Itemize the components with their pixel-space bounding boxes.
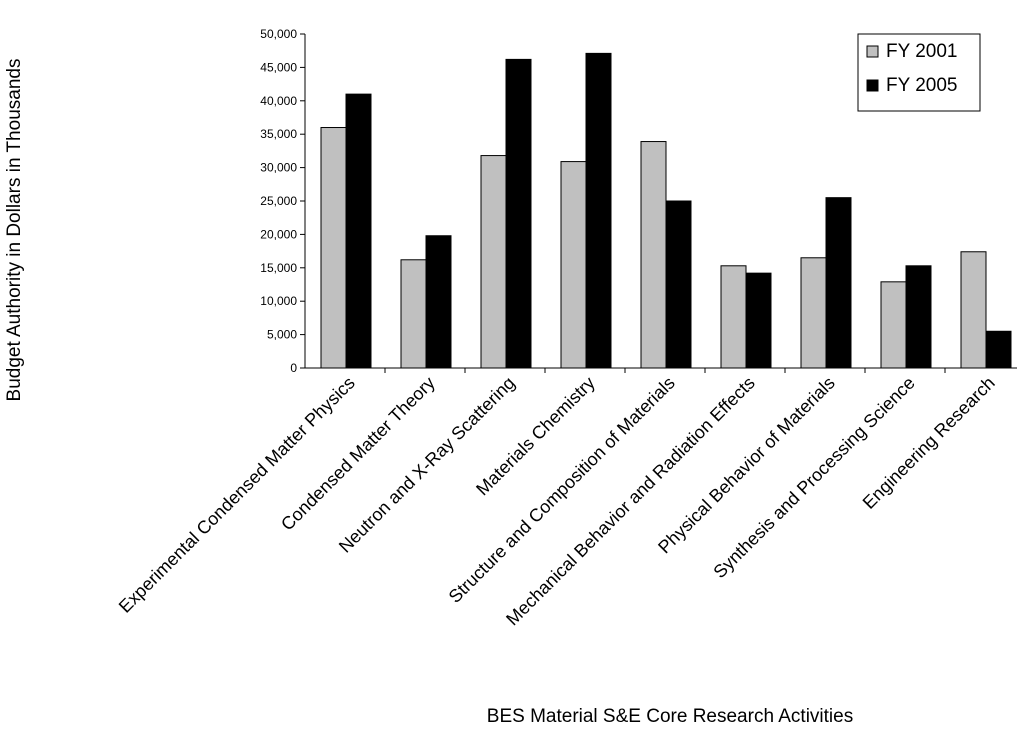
legend-swatch [866,79,879,92]
bar [745,272,772,369]
y-tick-label: 35,000 [260,127,297,141]
bar [560,161,587,369]
x-tick-label: Engineering Research [859,373,999,513]
bar [720,265,747,369]
bar [505,58,532,369]
bar [825,197,852,369]
bar [800,257,827,369]
y-tick-label: 15,000 [260,261,297,275]
bar [985,330,1012,369]
bar [585,52,612,369]
x-tick-label: Neutron and X-Ray Scattering [335,373,519,557]
y-tick-label: 20,000 [260,227,297,241]
y-tick-label: 10,000 [260,294,297,308]
x-tick-label: Condensed Matter Theory [277,373,439,535]
legend-label: FY 2005 [886,75,957,96]
bar [665,200,692,369]
bar [905,265,932,369]
legend: FY 2001 FY 2005 [857,33,981,112]
y-tick-label: 5,000 [267,328,297,342]
y-tick-label: 30,000 [260,161,297,175]
x-axis-title: BES Material S&E Core Research Activitie… [487,706,853,727]
legend-swatch [866,45,879,58]
bar [960,251,987,369]
y-tick-label: 50,000 [260,27,297,41]
y-tick-label: 25,000 [260,194,297,208]
plot-area: 0 5,000 10,000 15,000 20,000 25,000 30,000 35,0… [115,27,1017,629]
bar [480,155,507,369]
bar [345,93,372,369]
legend-label: FY 2001 [886,41,957,62]
y-axis-title: Budget Authority in Dollars in Thousands [4,59,25,402]
bar [320,127,347,369]
bar [640,141,667,369]
y-tick-label: 40,000 [260,94,297,108]
bar [425,235,452,369]
bar [880,281,907,369]
y-tick-label: 0 [290,361,297,375]
bar [400,259,427,369]
y-tick-label: 45,000 [260,60,297,74]
